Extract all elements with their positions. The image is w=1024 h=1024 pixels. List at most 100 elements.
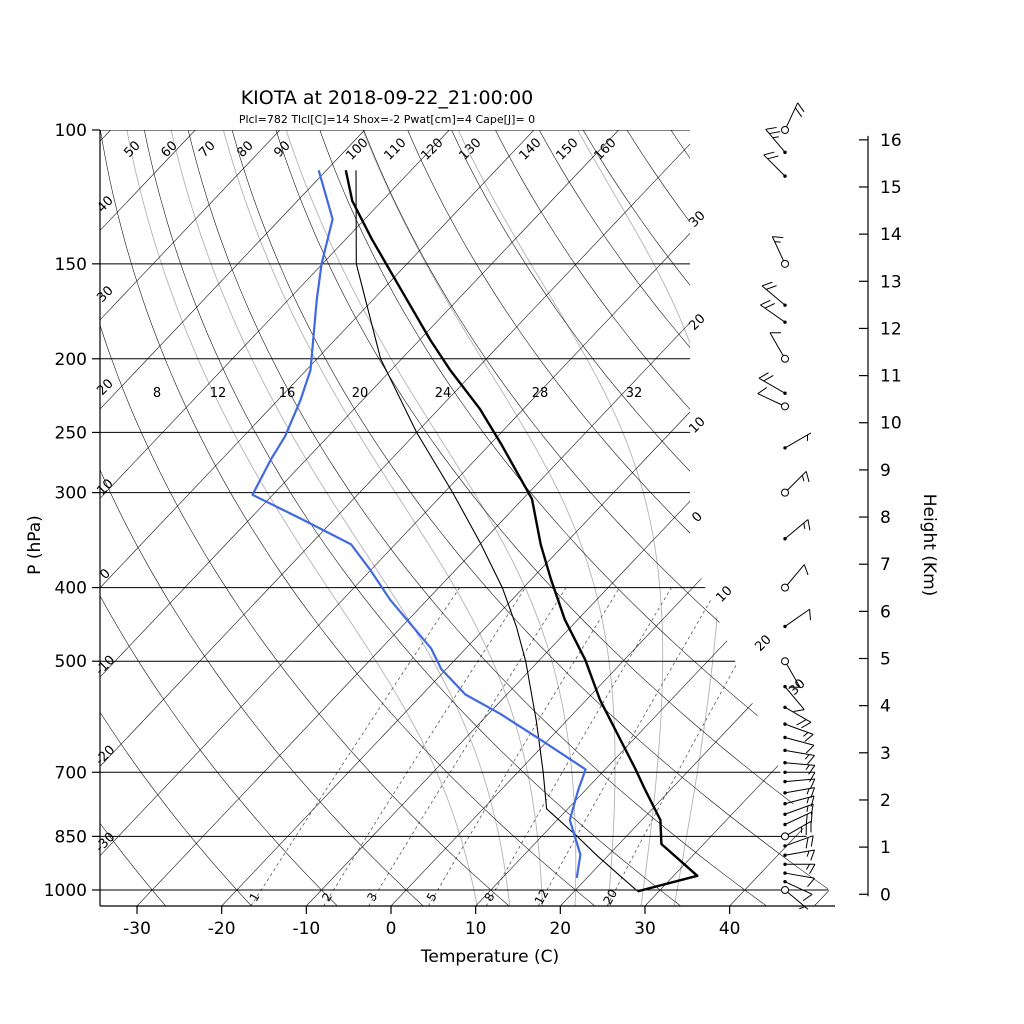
barb-full-tick: [763, 375, 774, 382]
barb-full-tick: [810, 849, 816, 861]
pressure-tick-label: 300: [55, 484, 87, 504]
dewpoint-line: [251, 169, 587, 879]
barb-half-tick: [772, 136, 779, 139]
isotherm-label-right: 0: [689, 509, 705, 525]
wind-barb: [783, 608, 812, 629]
barb-staff: [784, 432, 812, 449]
barb-full-tick: [801, 721, 812, 729]
wind-barb: [783, 770, 816, 783]
barb-full-tick: [763, 151, 775, 156]
station-circle: [781, 259, 789, 268]
dry-adiabat-line: [626, 130, 835, 906]
moist-adiabat-line: [457, 130, 664, 906]
barb-full-tick: [805, 744, 815, 754]
height-tick-label: 4: [880, 697, 891, 717]
barb-half-tick: [799, 906, 806, 910]
dry-adiabat-line: [100, 130, 510, 906]
height-tick-label: 9: [880, 461, 891, 481]
height-tick-label: 0: [880, 885, 891, 905]
dry-adiabat-label-left: 30: [94, 283, 116, 305]
moist-adiabat-label: 28: [532, 386, 549, 401]
height-axis-label: Height (Km): [919, 494, 939, 597]
mixing-ratio-label: 5: [424, 890, 440, 904]
edge-labels: 50 60 70 80 90 100 110 120 130 140 150 160403020100…: [93, 135, 809, 907]
pressure-tick-label: 100: [55, 121, 87, 141]
barb-full-tick: [764, 303, 776, 309]
wind-barb: [783, 705, 812, 729]
barb-full-tick: [765, 126, 777, 130]
barb-half-tick: [803, 522, 806, 529]
wind-barb: [781, 102, 805, 134]
wind-barb: [757, 386, 789, 411]
barb-staff: [784, 811, 813, 825]
barb-staff: [784, 795, 815, 805]
barb-full-tick: [767, 155, 779, 160]
height-tick-label: 6: [880, 602, 891, 622]
barb-staff: [760, 304, 786, 323]
barb-full-tick: [807, 877, 815, 888]
barb-staff: [784, 881, 813, 895]
moist-adiabat-label: 20: [352, 386, 369, 401]
barb-staff: [761, 285, 786, 306]
isotherm-line: [729, 130, 835, 906]
barb-staff: [784, 835, 814, 847]
pressure-tick-label: 850: [55, 827, 87, 847]
station-circle: [781, 583, 789, 592]
wind-barb: [783, 871, 815, 888]
pressure-tick-label: 1000: [44, 881, 87, 901]
height-tick-label: 1: [880, 838, 891, 858]
barb-half-tick: [803, 732, 809, 737]
station-circle: [781, 354, 789, 363]
dry-adiabat-line: [582, 130, 835, 906]
height-tick-label: 13: [880, 272, 902, 292]
dry-adiabat-label-top: 80: [234, 138, 256, 160]
height-tick-label: 11: [880, 367, 902, 387]
barb-full-tick: [793, 709, 805, 713]
barb-staff: [784, 849, 815, 856]
dry-adiabat-line: [670, 130, 835, 906]
barb-staff: [786, 663, 801, 688]
mixing-ratio-label: 1: [247, 890, 263, 904]
barb-full-tick: [794, 107, 803, 118]
wind-barb: [783, 761, 816, 775]
station-circle: [781, 886, 789, 894]
pressure-tick-label: 150: [55, 255, 87, 275]
barb-full-tick: [805, 814, 808, 826]
wind-barb: [781, 820, 812, 841]
wind-barb: [783, 684, 805, 713]
dry-adiabat-line: [144, 130, 682, 906]
temperature-line: [344, 170, 699, 893]
pressure-tick-label: 400: [55, 579, 87, 599]
barb-staff: [786, 564, 805, 586]
height-tick-label: 2: [880, 791, 891, 811]
dry-adiabat-line: [231, 130, 835, 906]
mixing-ratio-label: 3: [364, 890, 380, 904]
mixing-ratio-line: [250, 587, 460, 906]
barb-full-tick: [766, 285, 777, 290]
isotherm-label-diagonal: 10: [713, 583, 735, 605]
temperature-tick-label: 30: [634, 919, 656, 939]
barb-full-tick: [810, 811, 813, 823]
barb-half-tick: [801, 475, 805, 482]
barb-staff: [784, 872, 815, 879]
wind-barb: [783, 519, 811, 541]
isotherm-line: [100, 130, 535, 906]
barb-full-tick: [808, 765, 816, 775]
isotherm-line: [100, 130, 111, 906]
barb-staff: [771, 236, 784, 261]
isotherm-line: [100, 130, 450, 906]
isotherm-line: [644, 130, 835, 906]
mixing-ratio-line: [606, 587, 780, 906]
barb-staff: [784, 608, 810, 627]
dry-adiabat-line: [100, 130, 338, 906]
wind-barb: [761, 281, 787, 307]
height-tick-label: 7: [880, 555, 891, 575]
mixing-ratio-label: 12: [532, 887, 552, 907]
dry-adiabat-label-top: 150: [553, 135, 581, 163]
plot-area: 50 60 70 80 90 100 110 120 130 140 150 160403020100…: [44, 102, 902, 939]
wind-barb: [765, 126, 787, 155]
barb-half-tick: [774, 241, 781, 243]
dry-adiabat-label-left: -20: [93, 743, 119, 769]
wind-barb: [783, 722, 814, 742]
